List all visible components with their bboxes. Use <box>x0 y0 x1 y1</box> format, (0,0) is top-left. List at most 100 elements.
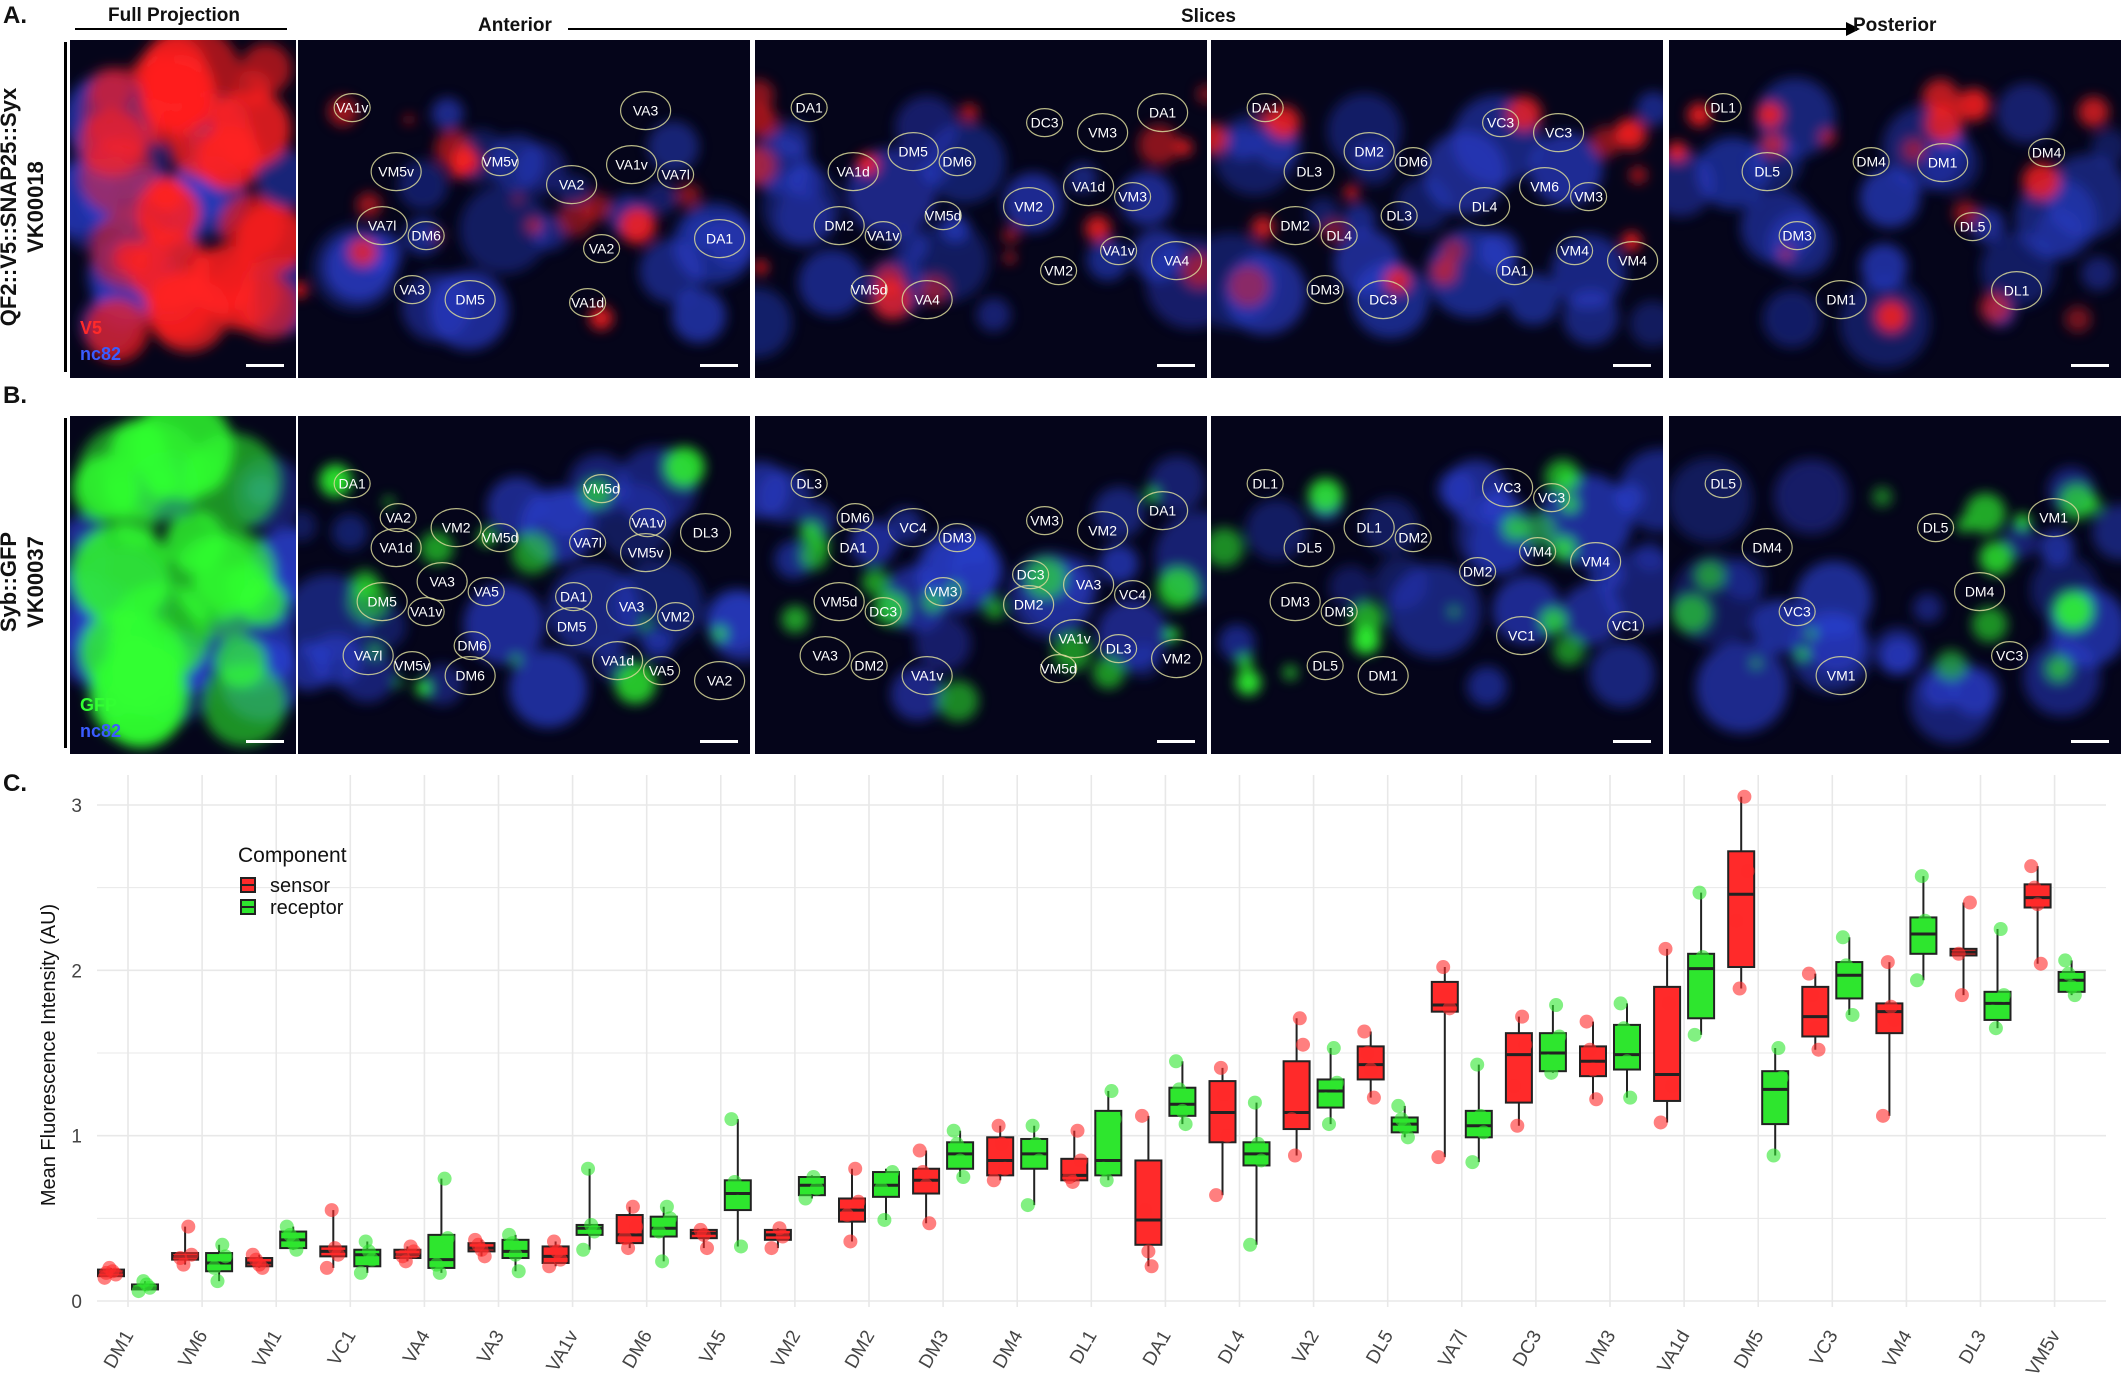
glomerulus-label: DM6 <box>942 154 972 170</box>
data-point <box>1296 1037 1310 1052</box>
data-point <box>1880 955 1895 970</box>
glomerulus-label: VA3 <box>399 282 425 298</box>
x-tick-label: VA7l <box>1435 1327 1473 1371</box>
data-point <box>949 1136 964 1151</box>
glomerulus-label: VA1v <box>1102 243 1134 259</box>
data-point <box>403 1239 418 1254</box>
data-point <box>655 1254 670 1269</box>
glomerulus-label: VM5d <box>925 208 962 224</box>
x-tick-label: VA1v <box>543 1327 583 1376</box>
data-point <box>1439 988 1454 1003</box>
slices-arrow-head <box>1846 22 1860 36</box>
x-tick-label: DC3 <box>1509 1327 1546 1370</box>
series-sensor <box>97 789 2052 1285</box>
glomerulus-label: DL3 <box>1106 641 1132 657</box>
data-point <box>319 1260 334 1275</box>
data-point <box>502 1227 517 1242</box>
data-point <box>1391 1098 1406 1113</box>
x-tick-label: VA3 <box>473 1327 508 1367</box>
data-point <box>1220 1128 1235 1143</box>
y-tick-label: 1 <box>71 1127 82 1148</box>
data-point <box>912 1143 927 1158</box>
glomerulus-label: DM3 <box>1324 604 1354 620</box>
x-tick-label: VC3 <box>1806 1327 1843 1370</box>
glomerulus-label: DC3 <box>1017 567 1045 583</box>
glomerulus-label: VM5v <box>394 658 430 674</box>
data-point <box>1845 1007 1860 1022</box>
x-tick-label: DM1 <box>100 1327 138 1372</box>
data-point <box>1431 1150 1446 1165</box>
data-point <box>1096 1161 1111 1176</box>
data-point <box>991 1118 1006 1133</box>
data-point <box>1217 1087 1232 1102</box>
micro-panel-a-3: DA1 DL3 DL4 DC3 DM6 DM2 DM3 DM2 DL3 DL4 DA1 VC3 VM3 V… <box>1211 40 1663 378</box>
glomerulus-label: DA1 <box>1252 100 1279 116</box>
y-axis-label: Mean Fluorescence Intensity (AU) <box>38 904 60 1206</box>
data-point <box>1729 913 1744 928</box>
data-point <box>324 1203 339 1218</box>
glomerulus-label: VM4 <box>1581 554 1610 570</box>
x-tick-label: DL4 <box>1214 1327 1250 1368</box>
glomerulus-label: DM3 <box>1310 282 1340 298</box>
row-b-channel1-label: GFP <box>80 695 118 715</box>
glomerulus-label: VM5d <box>821 594 858 610</box>
glomerulus-label: DM3 <box>1280 594 1310 610</box>
data-point <box>1613 996 1628 1011</box>
glomerulus-label: DM3 <box>1782 228 1812 244</box>
data-point <box>1518 1037 1533 1052</box>
data-point <box>1213 1060 1228 1075</box>
x-tick-label: DL1 <box>1066 1327 1102 1368</box>
glomerulus-label: VC3 <box>1996 648 2023 664</box>
glomerulus-label: VM5v <box>628 545 664 561</box>
glomerulus-label: VM5d <box>851 282 888 298</box>
row-a-label: QF2::V5::SNAP25::Syx VK00018 <box>0 57 49 357</box>
glomerulus-label: DL5 <box>1960 219 1986 235</box>
data-point <box>1658 941 1673 956</box>
glomerulus-label: VA1v <box>410 604 442 620</box>
data-point <box>1326 1041 1341 1056</box>
data-point <box>1586 1062 1600 1077</box>
data-point <box>181 1219 196 1234</box>
data-point <box>1135 1108 1149 1123</box>
glomerulus-label: VC4 <box>900 520 927 536</box>
x-tick-label: DA1 <box>1139 1327 1176 1370</box>
data-point <box>2033 956 2048 971</box>
data-point <box>1292 1011 1307 1026</box>
data-point <box>218 1249 233 1264</box>
glomerulus-label: VM4 <box>1523 544 1552 560</box>
glomerulus-label: VM2 <box>442 520 471 536</box>
full-projection-underline <box>75 28 287 30</box>
glomerulus-label: DM5 <box>367 594 397 610</box>
data-point <box>764 1241 779 1256</box>
micro-panel-a-4: DL1 DL5 DM3 DM1 DM4 DM1 DL5 DL1 DM4 <box>1669 40 2121 378</box>
data-point <box>1394 1112 1409 1127</box>
glomerulus-label: VA5 <box>473 584 499 600</box>
data-point <box>651 1224 666 1239</box>
glomerulus-label: DM4 <box>2032 145 2062 161</box>
row-b-label: Syb::GFP VK00037 <box>0 432 49 732</box>
glomerulus-label: DM2 <box>854 658 884 674</box>
glomerulus-label: VM6 <box>1530 179 1559 195</box>
data-point <box>1695 950 1710 965</box>
glomerulus-label: DL3 <box>1386 208 1412 224</box>
data-point <box>1360 1046 1375 1060</box>
data-point <box>1921 938 1936 953</box>
data-point <box>1318 1092 1333 1107</box>
x-tick-label: VM6 <box>175 1327 213 1371</box>
glomerulus-label: VA7l <box>573 535 602 551</box>
data-point <box>1774 1070 1789 1085</box>
micro-panel-a-2: DA1 VA1d VA1v VA4 DM6 DM2 VM5d DM5 VM5d VM2 VM2 VM3… <box>755 40 1207 378</box>
glomerulus-label: DM6 <box>411 228 441 244</box>
data-point <box>358 1234 373 1249</box>
glomerulus-label: DM2 <box>1014 597 1044 613</box>
glomerulus-label: VM2 <box>1162 651 1191 667</box>
glomerulus-label: VM2 <box>1044 263 1073 279</box>
glomerulus-label: VM1 <box>1827 668 1856 684</box>
glomerulus-label: VC3 <box>1545 125 1572 141</box>
data-point <box>1243 1237 1258 1252</box>
glomerulus-label: VM5v <box>482 154 518 170</box>
glomerulus-label: VA1v <box>615 157 647 173</box>
glomerulus-label: DC3 <box>1031 115 1059 131</box>
data-point <box>998 1161 1012 1176</box>
